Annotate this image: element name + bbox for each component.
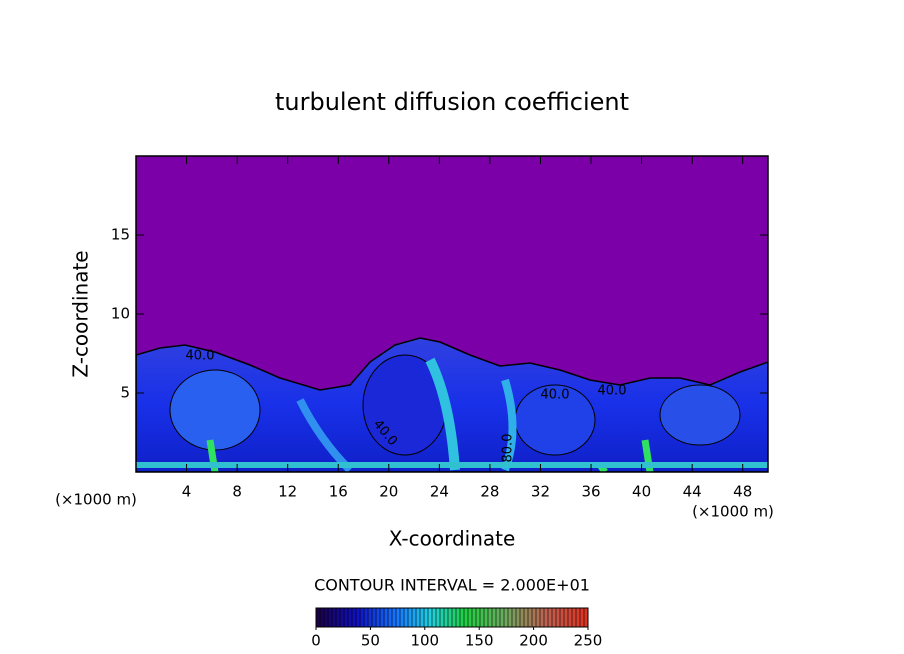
- chart-title: turbulent diffusion coefficient: [275, 88, 629, 116]
- colorbar-title: CONTOUR INTERVAL = 2.000E+01: [314, 576, 590, 595]
- y-tick-label: 5: [120, 384, 130, 402]
- x-unit-label: (×1000 m): [55, 491, 137, 509]
- field: [136, 156, 768, 472]
- contour-label: 80.0: [501, 434, 516, 463]
- x-tick-label: 44: [683, 483, 702, 501]
- x-tick-label: 32: [531, 483, 550, 501]
- field-eddy: [169, 369, 261, 451]
- x-axis-label: X-coordinate: [389, 527, 516, 551]
- x-tick-label: 24: [430, 483, 449, 501]
- x-tick-label: 20: [379, 483, 398, 501]
- colorbar-tick-label: 150: [465, 632, 494, 650]
- contour-label: 40.0: [598, 384, 627, 399]
- colorbar-tick-label: 0: [311, 632, 321, 650]
- x-tick-label: 48: [733, 483, 752, 501]
- x-unit-label: (×1000 m): [692, 503, 774, 521]
- x-tick-label: 36: [581, 483, 600, 501]
- x-tick-label: 8: [232, 483, 242, 501]
- field-plume: [501, 378, 517, 472]
- contour-label: 40.0: [541, 388, 570, 403]
- field-region: [136, 337, 768, 472]
- x-tick-label: 40: [632, 483, 651, 501]
- y-tick-label: 15: [111, 226, 130, 244]
- x-tick-label: 12: [278, 483, 297, 501]
- contour-label: 40.0: [186, 349, 215, 364]
- y-tick-label: 10: [111, 305, 130, 323]
- colorbar-tick-label: 50: [361, 632, 380, 650]
- field-eddy: [659, 384, 741, 446]
- y-axis-label: Z-coordinate: [69, 250, 93, 377]
- colorbar-tick-label: 250: [574, 632, 603, 650]
- x-tick-label: 16: [329, 483, 348, 501]
- x-tick-label: 28: [480, 483, 499, 501]
- field-plume: [425, 357, 460, 471]
- x-tick-label: 4: [182, 483, 192, 501]
- colorbar-tick-label: 100: [410, 632, 439, 650]
- colorbar-tick-label: 200: [519, 632, 548, 650]
